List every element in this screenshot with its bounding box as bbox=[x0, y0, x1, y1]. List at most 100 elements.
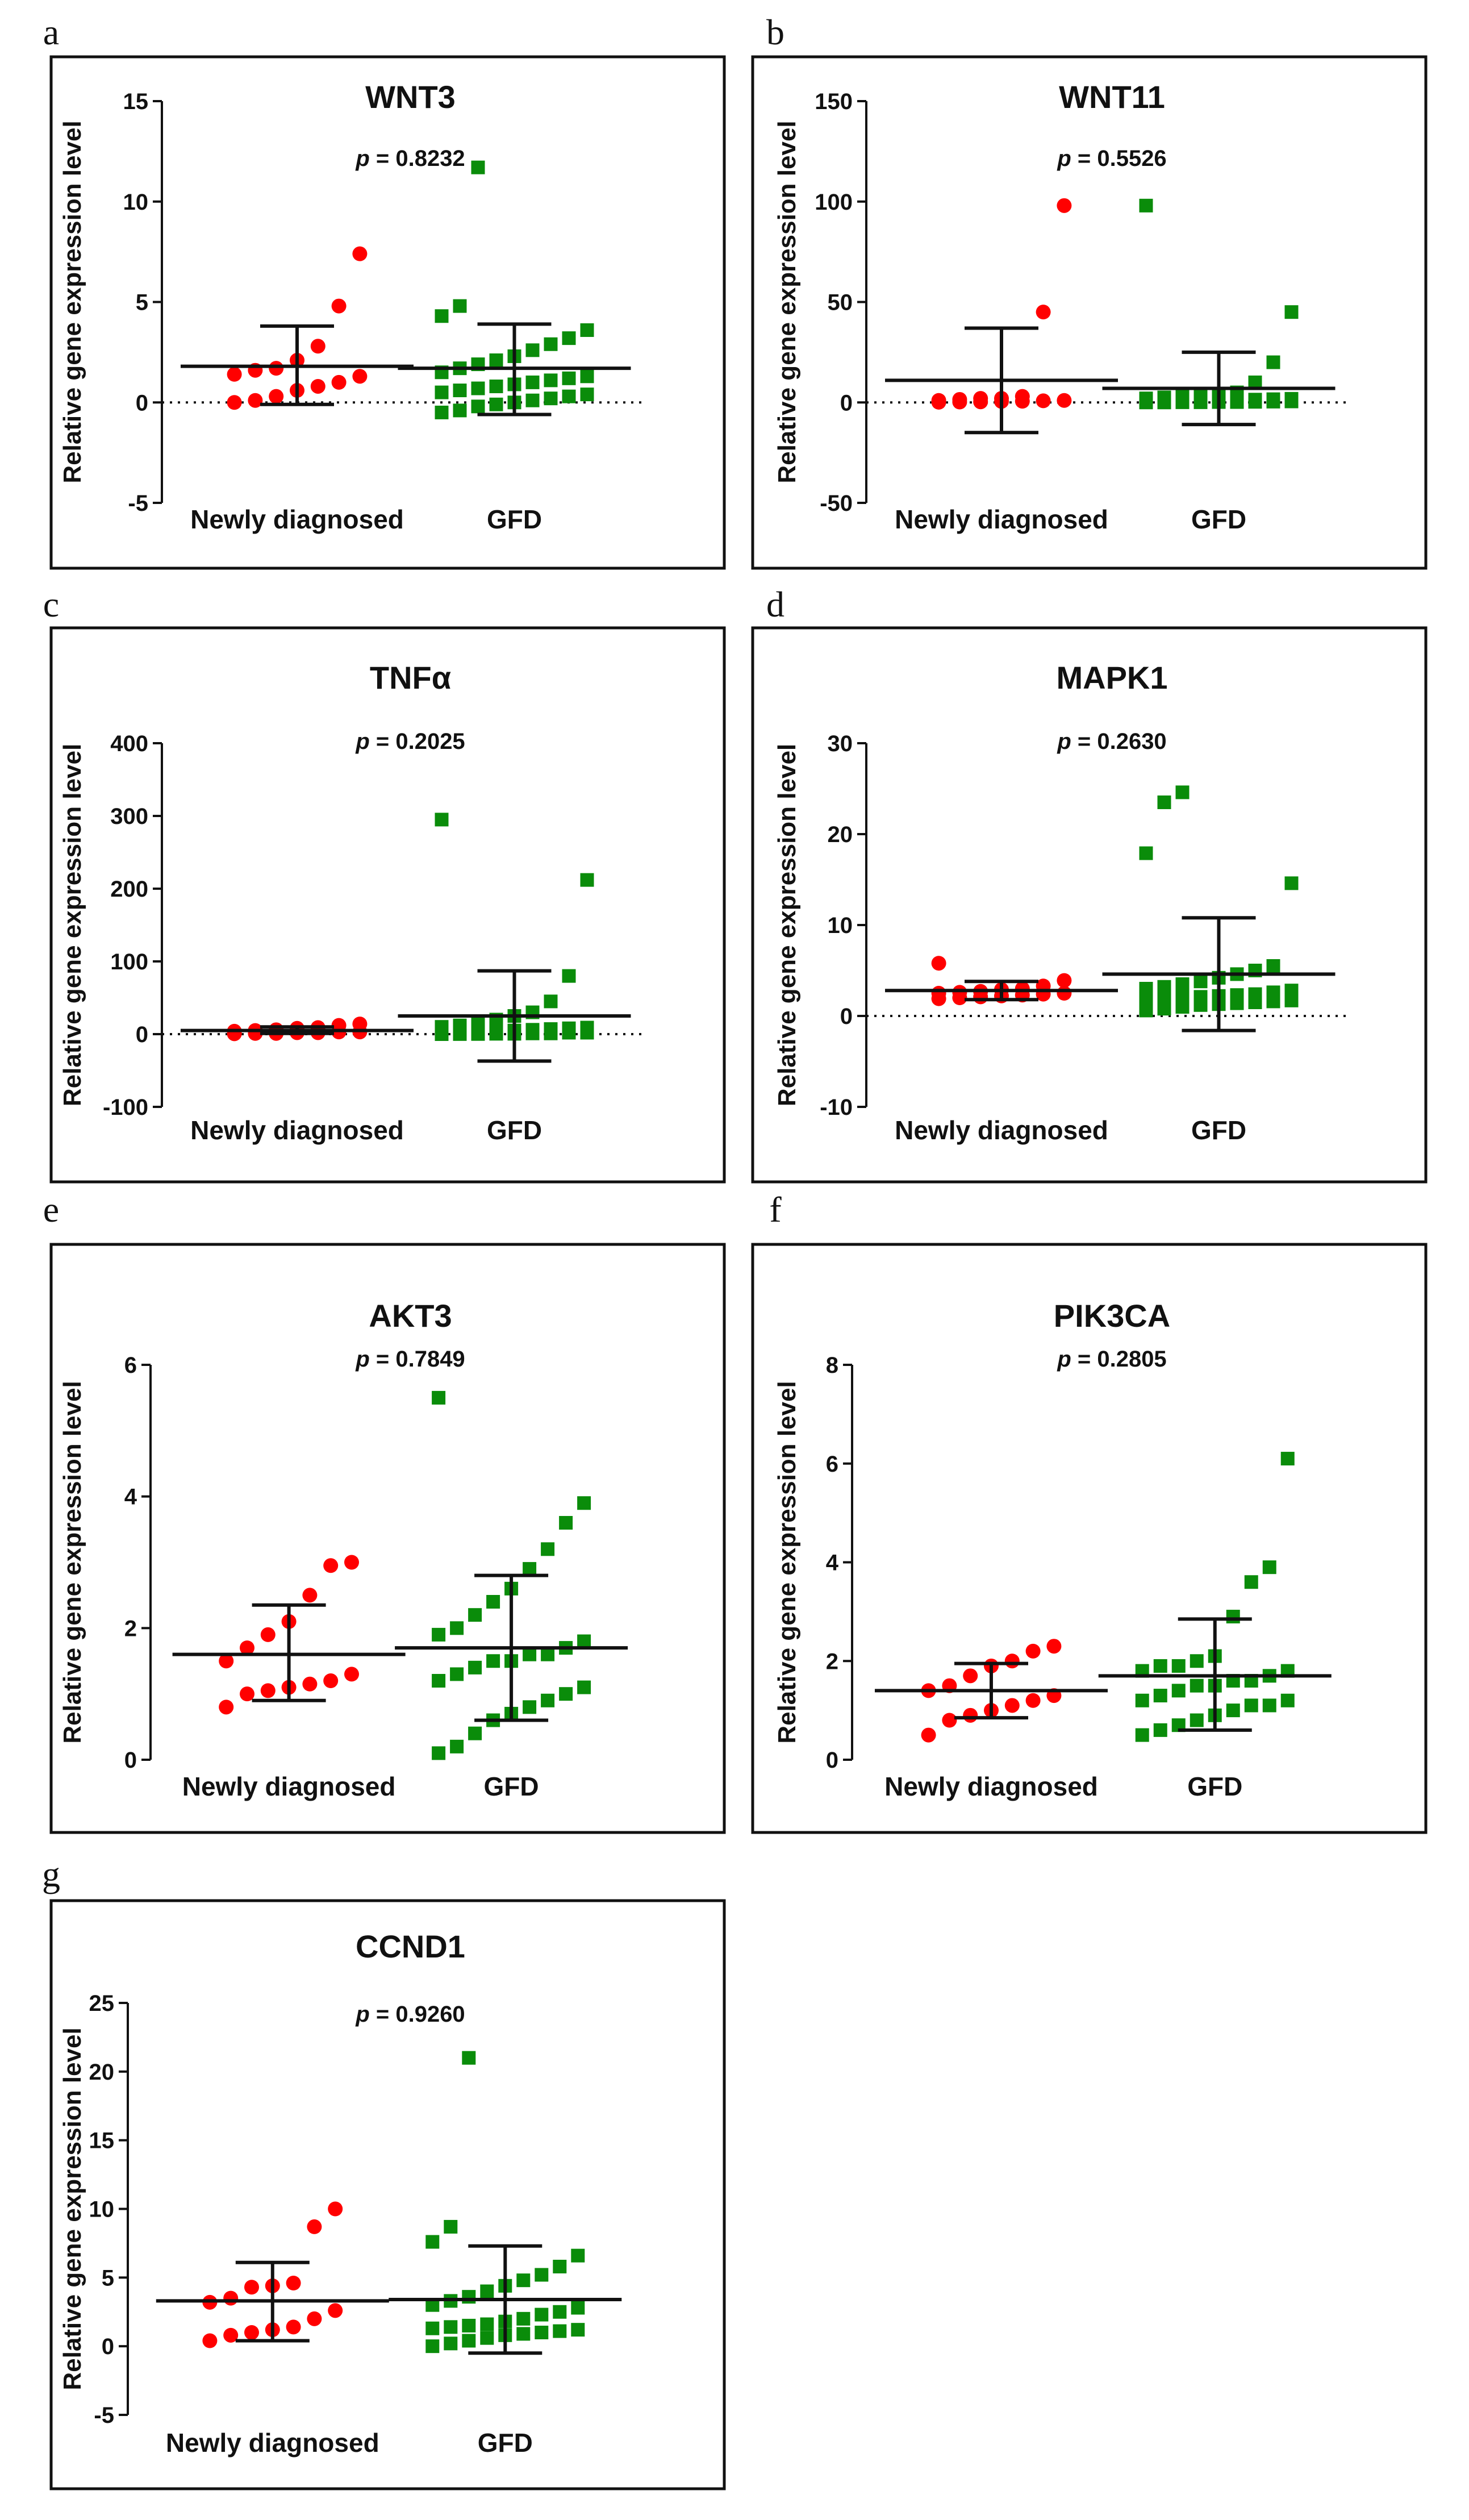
p-value-symbol: p bbox=[1057, 1347, 1071, 1372]
p-value: p = 0.2025 bbox=[355, 729, 465, 754]
data-point bbox=[435, 405, 449, 419]
data-point bbox=[480, 2284, 494, 2298]
data-point bbox=[1266, 985, 1280, 999]
data-point bbox=[1190, 1654, 1204, 1668]
chart-title: WNT3 bbox=[365, 79, 456, 115]
data-point bbox=[453, 403, 467, 418]
data-point bbox=[541, 1542, 555, 1556]
data-point bbox=[432, 1746, 446, 1760]
y-tick-label: 200 bbox=[110, 877, 148, 902]
panel-frame bbox=[49, 626, 726, 1184]
data-point bbox=[541, 1693, 555, 1707]
category-label: Newly diagnosed bbox=[182, 1772, 396, 1801]
y-tick-label: 0 bbox=[840, 390, 853, 415]
data-point bbox=[444, 2320, 458, 2334]
data-point bbox=[1015, 389, 1030, 404]
data-point bbox=[931, 986, 946, 1001]
data-point bbox=[525, 393, 540, 407]
data-point bbox=[432, 1674, 446, 1688]
category-label: Newly diagnosed bbox=[895, 1115, 1108, 1145]
data-point bbox=[1244, 1698, 1258, 1713]
y-tick-label: 0 bbox=[124, 1748, 137, 1773]
category-label: GFD bbox=[1191, 505, 1246, 534]
data-point bbox=[1139, 846, 1153, 860]
y-tick-label: -5 bbox=[128, 491, 148, 516]
category-label: Newly diagnosed bbox=[190, 505, 404, 534]
data-point bbox=[352, 369, 368, 384]
y-tick-label: 4 bbox=[124, 1485, 137, 1510]
data-point bbox=[1175, 977, 1190, 991]
data-point bbox=[562, 371, 576, 385]
y-tick-label: 0 bbox=[826, 1748, 838, 1773]
data-point bbox=[942, 1713, 957, 1728]
data-point bbox=[468, 1608, 482, 1622]
y-tick-label: 400 bbox=[110, 731, 148, 756]
data-point bbox=[223, 2327, 239, 2343]
data-point bbox=[1284, 984, 1299, 998]
data-point bbox=[571, 2301, 585, 2315]
data-point bbox=[286, 2319, 301, 2335]
y-tick-label: 2 bbox=[826, 1649, 838, 1674]
data-point bbox=[562, 389, 576, 403]
p-value: p = 0.9260 bbox=[355, 2002, 465, 2027]
panel-letter: g bbox=[42, 1854, 60, 1894]
panel-b: b WNT11 p = 0.5526 -50 0 50 100 150 Relative gen… bbox=[751, 12, 1428, 570]
p-value: p = 0.7849 bbox=[355, 1347, 465, 1372]
data-point bbox=[489, 397, 503, 411]
p-value-number: = 0.7849 bbox=[370, 1347, 465, 1372]
panel-d: d MAPK1 p = 0.2630 -10 0 10 20 30 Relative gene … bbox=[751, 584, 1428, 1184]
data-point bbox=[450, 1739, 464, 1753]
category-label: GFD bbox=[478, 2428, 533, 2457]
data-point bbox=[1135, 1693, 1149, 1707]
chart-title: CCND1 bbox=[356, 1928, 465, 1964]
p-value-number: = 0.2805 bbox=[1071, 1347, 1167, 1372]
data-point bbox=[931, 956, 946, 971]
series-gfd bbox=[1102, 198, 1336, 427]
y-tick-label: -5 bbox=[94, 2403, 114, 2428]
y-tick-label: 10 bbox=[123, 190, 149, 215]
data-point bbox=[580, 323, 594, 337]
panel-c: c TNFα p = 0.2025 -100 0 100 200 300 400 Relative… bbox=[43, 584, 726, 1184]
category-label: GFD bbox=[1191, 1115, 1246, 1145]
data-point bbox=[963, 1707, 978, 1723]
data-point bbox=[302, 1588, 318, 1603]
series-gfd bbox=[395, 1390, 628, 1760]
panel-frame bbox=[751, 626, 1428, 1184]
panel-letter: e bbox=[43, 1189, 59, 1230]
data-point bbox=[468, 1726, 482, 1740]
y-tick-label: -100 bbox=[103, 1095, 148, 1120]
panel-letter: a bbox=[43, 12, 59, 52]
chart-title: AKT3 bbox=[369, 1298, 452, 1334]
data-point bbox=[227, 395, 242, 410]
p-value-symbol: p bbox=[1057, 729, 1071, 754]
y-tick-label: 100 bbox=[815, 190, 853, 215]
data-point bbox=[450, 1667, 464, 1681]
chart-title: TNFα bbox=[370, 660, 451, 695]
y-tick-label: 5 bbox=[102, 2265, 114, 2290]
panel-letter: d bbox=[766, 584, 784, 624]
data-point bbox=[227, 366, 242, 382]
data-point bbox=[1057, 986, 1072, 1001]
data-point bbox=[1157, 992, 1171, 1006]
data-point bbox=[468, 1660, 482, 1675]
data-point bbox=[1135, 1728, 1149, 1742]
data-point bbox=[1175, 389, 1190, 403]
data-point bbox=[562, 969, 576, 983]
data-point bbox=[1193, 388, 1208, 402]
data-point bbox=[562, 331, 576, 345]
data-point bbox=[1157, 980, 1171, 994]
data-point bbox=[544, 373, 558, 388]
data-point bbox=[331, 374, 347, 390]
y-tick-label: 0 bbox=[102, 2334, 114, 2359]
data-point bbox=[1025, 1693, 1041, 1708]
chart-title: PIK3CA bbox=[1054, 1298, 1170, 1334]
data-point bbox=[1280, 1452, 1295, 1466]
data-point bbox=[202, 2333, 218, 2348]
data-point bbox=[1284, 876, 1299, 890]
data-point bbox=[344, 1555, 359, 1570]
data-point bbox=[240, 1686, 254, 1702]
data-point bbox=[489, 379, 503, 393]
p-value: p = 0.8232 bbox=[355, 146, 465, 171]
data-point bbox=[525, 375, 540, 389]
data-point bbox=[973, 391, 988, 406]
